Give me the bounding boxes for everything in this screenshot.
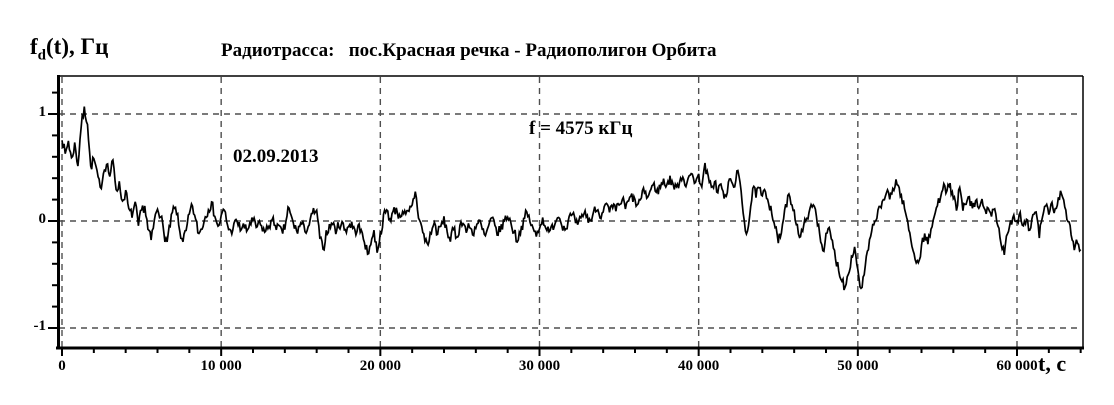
signal-trace bbox=[61, 106, 1082, 291]
x-tick-label: 20 000 bbox=[359, 358, 401, 374]
x-tick-label: 40 000 bbox=[678, 358, 720, 374]
x-tick-label: 10 000 bbox=[200, 358, 242, 374]
figure-title: Радиотрасса: пос.Красная речка - Радиопо… bbox=[221, 40, 717, 61]
x-axis-title: t, с bbox=[1038, 351, 1067, 376]
annotation-date: 02.09.2013 bbox=[233, 146, 319, 167]
y-axis-title-sub: d bbox=[37, 47, 47, 64]
y-axis-title-rest: (t), Гц bbox=[46, 34, 109, 59]
x-tick-label: 50 000 bbox=[837, 358, 879, 374]
x-tick-label: 0 bbox=[58, 358, 66, 374]
y-tick-label: -1 bbox=[33, 318, 47, 334]
y-tick-label: 1 bbox=[38, 104, 47, 120]
y-axis-title-f: f bbox=[30, 34, 38, 59]
y-tick-label: 0 bbox=[38, 211, 47, 227]
x-tick-label: 30 000 bbox=[518, 358, 561, 374]
annotation-frequency: f = 4575 кГц bbox=[529, 118, 633, 139]
x-tick-label: 60 000 bbox=[996, 358, 1038, 374]
y-axis-title: fd(t), Гц bbox=[30, 34, 108, 65]
